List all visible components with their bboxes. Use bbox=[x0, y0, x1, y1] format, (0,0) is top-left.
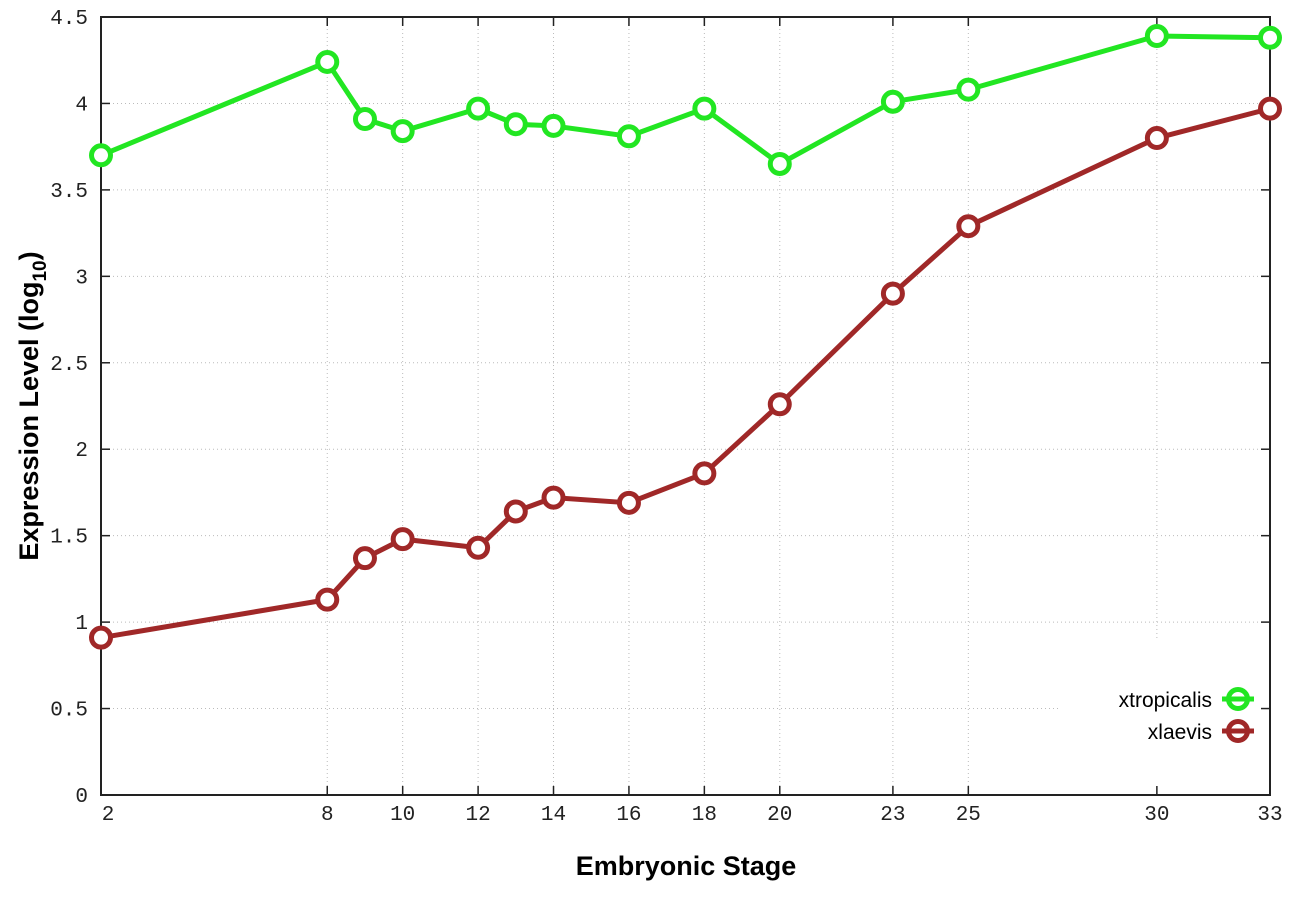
y-tick-label: 4 bbox=[75, 94, 88, 117]
data-point-xlaevis bbox=[89, 625, 113, 650]
plot-frame bbox=[100, 16, 1271, 796]
data-point-xlaevis bbox=[880, 281, 905, 306]
data-point-xlaevis bbox=[466, 535, 491, 560]
y-tick-label: 3 bbox=[75, 267, 88, 290]
series-line-xtropicalis bbox=[100, 33, 1271, 167]
data-point-xlaevis bbox=[692, 461, 717, 486]
data-point-xtropicalis bbox=[1258, 25, 1282, 50]
y-tick-label: 1 bbox=[75, 613, 88, 636]
data-point-xtropicalis bbox=[352, 107, 377, 132]
x-tick-label: 10 bbox=[390, 804, 415, 827]
x-tick-label: 16 bbox=[616, 804, 641, 827]
data-point-xtropicalis bbox=[767, 151, 792, 176]
x-tick-label: 14 bbox=[541, 804, 566, 827]
data-point-xlaevis bbox=[767, 392, 792, 417]
legend-box bbox=[1060, 640, 1265, 790]
y-axis-label: Expression Level (log10) bbox=[14, 251, 51, 560]
legend-label-xtropicalis: xtropicalis bbox=[1119, 689, 1212, 712]
x-tick-label: 2 bbox=[102, 804, 115, 827]
series-line-xlaevis bbox=[100, 106, 1271, 641]
y-tick-label: 1.5 bbox=[50, 527, 88, 550]
y-tick-label: 3.5 bbox=[50, 181, 88, 204]
x-tick-label: 20 bbox=[767, 804, 792, 827]
y-tick-label: 2 bbox=[75, 440, 88, 463]
data-point-xtropicalis bbox=[541, 113, 566, 138]
data-point-xtropicalis bbox=[89, 143, 113, 168]
series-layer bbox=[89, 24, 1282, 650]
legend: xtropicalis xlaevis bbox=[1119, 687, 1254, 744]
data-point-xtropicalis bbox=[956, 77, 981, 102]
x-tick-label: 30 bbox=[1144, 804, 1169, 827]
y-tick-label: 0 bbox=[75, 786, 88, 809]
x-tick-label: 23 bbox=[880, 804, 905, 827]
data-point-xlaevis bbox=[956, 214, 981, 239]
data-point-xtropicalis bbox=[390, 119, 415, 144]
data-point-xlaevis bbox=[352, 546, 377, 571]
data-point-xtropicalis bbox=[880, 89, 905, 114]
data-point-xlaevis bbox=[315, 587, 340, 612]
axis-ticks: 0 0.5 1 1.5 2 2.5 3 3.5 4 4.5 2 8 10 12 14 16 18 20 23 25 30… bbox=[50, 8, 1282, 827]
data-point-xtropicalis bbox=[503, 112, 528, 137]
data-point-xtropicalis bbox=[692, 96, 717, 121]
x-axis-label: Embryonic Stage bbox=[576, 851, 797, 881]
data-point-xtropicalis bbox=[616, 124, 641, 149]
x-tick-label: 25 bbox=[956, 804, 981, 827]
data-point-xlaevis bbox=[1258, 96, 1282, 121]
data-point-xlaevis bbox=[1144, 126, 1169, 151]
data-point-xtropicalis bbox=[1144, 24, 1169, 49]
grid-lines bbox=[101, 17, 1270, 795]
y-tick-label: 4.5 bbox=[50, 8, 88, 31]
data-point-xtropicalis bbox=[466, 96, 491, 121]
legend-background bbox=[1060, 640, 1265, 790]
x-tick-label: 12 bbox=[465, 804, 490, 827]
data-point-xlaevis bbox=[503, 499, 528, 524]
y-tick-label: 0.5 bbox=[50, 700, 88, 723]
data-point-xlaevis bbox=[390, 527, 415, 552]
data-point-xtropicalis bbox=[315, 49, 340, 74]
legend-label-xlaevis: xlaevis bbox=[1148, 721, 1212, 744]
x-tick-label: 8 bbox=[321, 804, 334, 827]
y-tick-label: 2.5 bbox=[50, 354, 88, 377]
x-tick-label: 18 bbox=[692, 804, 717, 827]
data-point-xlaevis bbox=[541, 485, 566, 510]
x-tick-label: 33 bbox=[1257, 804, 1282, 827]
data-point-xlaevis bbox=[616, 490, 641, 515]
